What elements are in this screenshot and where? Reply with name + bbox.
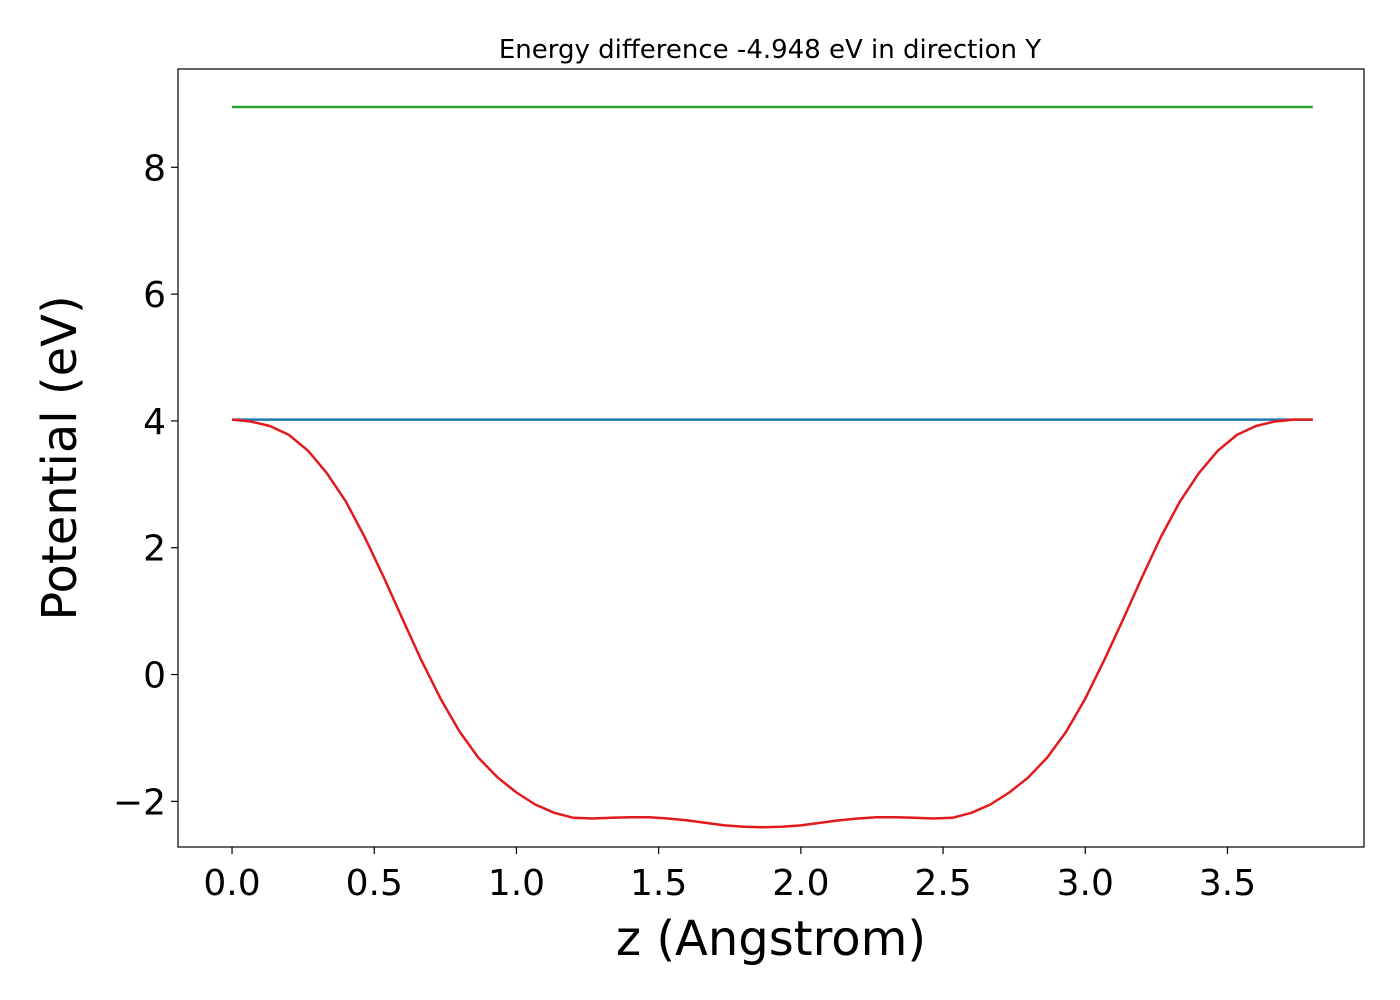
series-layer xyxy=(231,105,1313,829)
chart-title: Energy difference -4.948 eV in direction… xyxy=(499,35,1041,65)
y-tick-label: −2 xyxy=(113,782,166,823)
x-tick-label: 2.0 xyxy=(772,863,829,904)
x-tick-label: 0.5 xyxy=(346,863,403,904)
y-tick-label: 0 xyxy=(143,656,166,697)
y-axis: −2 0 2 4 6 8 xyxy=(113,148,178,823)
y-tick-label: 4 xyxy=(143,402,166,443)
x-tick-label: 0.0 xyxy=(203,863,260,904)
x-tick-label: 3.5 xyxy=(1199,863,1256,904)
x-tick-label: 1.0 xyxy=(488,863,545,904)
x-tick-label: 1.5 xyxy=(630,863,687,904)
y-tick-label: 6 xyxy=(143,275,166,316)
plot-frame xyxy=(177,68,1365,848)
y-tick-label: 8 xyxy=(143,148,166,189)
x-tick-label: 2.5 xyxy=(914,863,971,904)
x-axis-label: z (Angstrom) xyxy=(616,911,926,967)
y-axis-label: Potential (eV) xyxy=(32,295,88,620)
x-axis: 0.0 0.5 1.0 1.5 2.0 2.5 3.0 3.5 xyxy=(203,847,1256,904)
x-tick-label: 3.0 xyxy=(1057,863,1114,904)
series-line-2 xyxy=(231,418,1313,829)
plot-area xyxy=(177,68,1365,848)
y-tick-label: 2 xyxy=(143,529,166,570)
